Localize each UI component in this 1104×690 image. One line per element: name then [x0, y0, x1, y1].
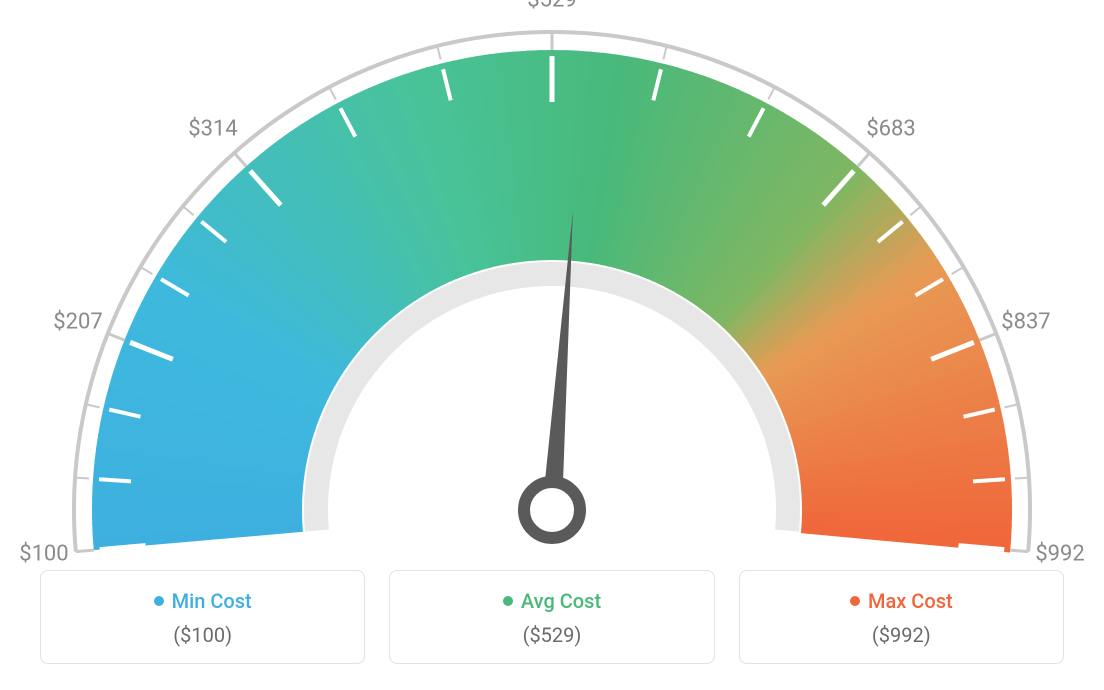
gauge-tick-label: $207: [53, 309, 102, 334]
legend-title-max: Max Cost: [850, 589, 953, 613]
gauge-tick-label: $314: [188, 117, 237, 142]
legend-card-min: Min Cost ($100): [40, 570, 365, 664]
gauge-tick-label: $529: [527, 0, 576, 13]
gauge-tick-label: $683: [866, 117, 915, 142]
legend-label-min: Min Cost: [172, 589, 252, 613]
legend-label-avg: Avg Cost: [521, 589, 601, 613]
legend-label-max: Max Cost: [868, 589, 953, 613]
gauge-area: $100$207$314$529$683$837$992: [0, 0, 1104, 560]
legend-card-max: Max Cost ($992): [739, 570, 1064, 664]
legend-value-avg: ($529): [400, 623, 703, 647]
gauge-svg: [0, 0, 1104, 560]
legend-value-min: ($100): [51, 623, 354, 647]
legend-card-avg: Avg Cost ($529): [389, 570, 714, 664]
legend-row: Min Cost ($100) Avg Cost ($529) Max Cost…: [0, 570, 1104, 664]
legend-title-min: Min Cost: [154, 589, 252, 613]
gauge-tick-label: $100: [19, 542, 68, 567]
cost-gauge-container: $100 $207 $314 $529 $683 $837 $992 Min Cost ($…: [0, 0, 1104, 690]
legend-dot-avg: [503, 596, 513, 606]
legend-title-avg: Avg Cost: [503, 589, 601, 613]
gauge-tick-label: $837: [1001, 309, 1050, 334]
legend-dot-min: [154, 596, 164, 606]
gauge-tick-label: $992: [1035, 542, 1084, 567]
legend-value-max: ($992): [750, 623, 1053, 647]
legend-dot-max: [850, 596, 860, 606]
